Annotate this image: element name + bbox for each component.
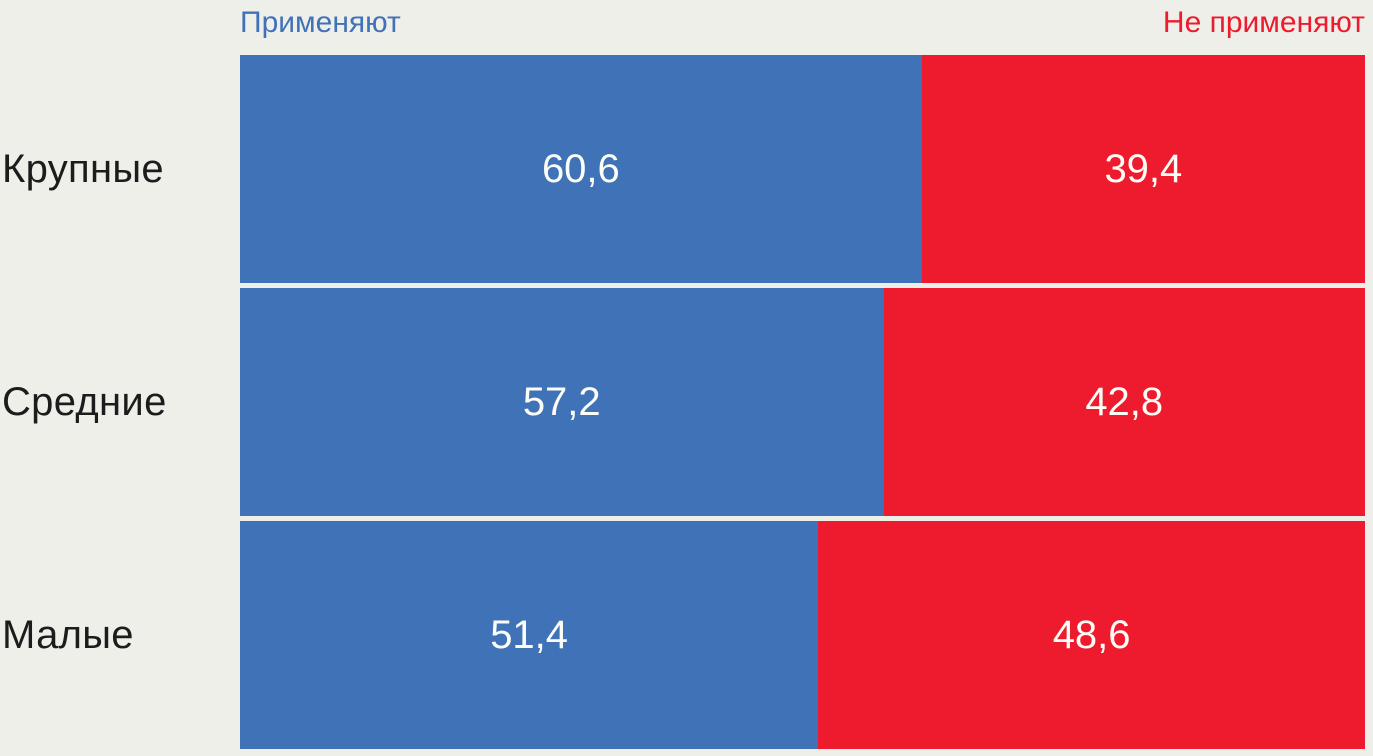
bar-segment-not-apply: 39,4 — [921, 55, 1365, 283]
bar-row-krupnye: Крупные 60,6 39,4 — [0, 55, 1373, 283]
chart-legend: Применяют Не применяют — [240, 0, 1365, 55]
value-label: 39,4 — [1104, 146, 1183, 191]
bar-row-malye: Малые 51,4 48,6 — [0, 521, 1373, 749]
value-label: 42,8 — [1085, 379, 1164, 424]
category-label: Малые — [2, 612, 134, 657]
bar-rows: Крупные 60,6 39,4 Средние 57,2 42,8 — [0, 55, 1373, 749]
bar-row-srednie: Средние 57,2 42,8 — [0, 288, 1373, 516]
bar-segment-apply: 51,4 — [240, 521, 819, 749]
value-label: 60,6 — [541, 146, 620, 191]
category-label: Крупные — [2, 146, 164, 191]
value-label: 48,6 — [1052, 612, 1131, 657]
bar-segment-not-apply: 42,8 — [883, 288, 1365, 516]
bar-track: 60,6 39,4 — [240, 55, 1365, 283]
legend-apply-label: Применяют — [240, 6, 401, 39]
bar-segment-not-apply: 48,6 — [818, 521, 1365, 749]
value-label: 51,4 — [490, 612, 569, 657]
legend-not-apply-label: Не применяют — [1162, 6, 1365, 39]
bar-track: 57,2 42,8 — [240, 288, 1365, 516]
bar-track: 51,4 48,6 — [240, 521, 1365, 749]
bar-segment-apply: 60,6 — [240, 55, 922, 283]
category-label: Средние — [2, 379, 167, 424]
value-label: 57,2 — [522, 379, 601, 424]
bar-segment-apply: 57,2 — [240, 288, 884, 516]
